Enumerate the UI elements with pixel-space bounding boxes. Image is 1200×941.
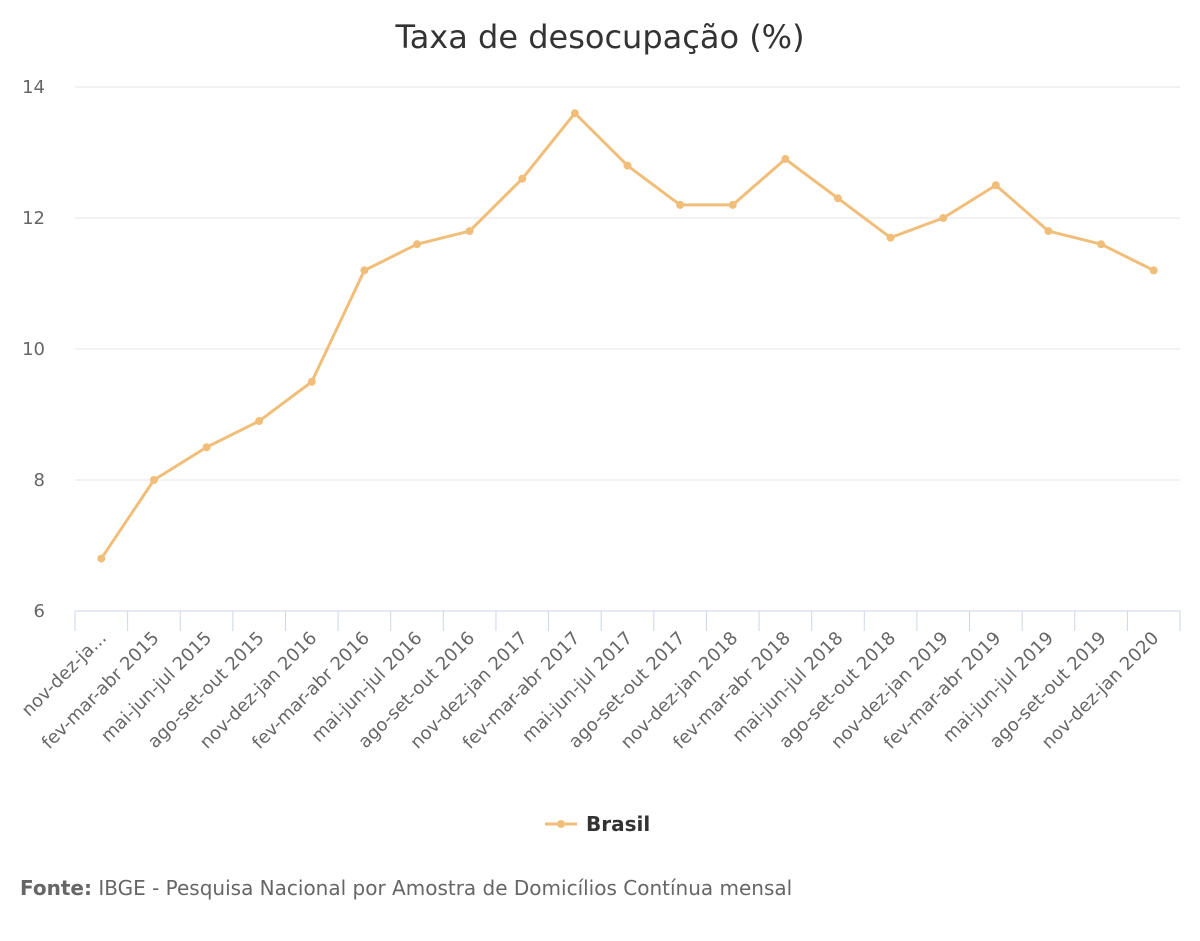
data-point[interactable]: [413, 240, 422, 249]
data-point[interactable]: [1044, 227, 1053, 236]
data-point[interactable]: [676, 200, 685, 209]
series-line: [99, 111, 1156, 561]
data-point[interactable]: [97, 554, 106, 563]
data-point[interactable]: [1097, 240, 1106, 249]
x-axis: nov-dez-ja...fev-mar-abr 2015mai-jun-jul…: [18, 610, 1181, 753]
data-point[interactable]: [518, 174, 527, 183]
source-note: Fonte: IBGE - Pesquisa Nacional por Amos…: [20, 876, 792, 900]
data-point[interactable]: [623, 161, 632, 170]
data-point[interactable]: [939, 214, 948, 222]
data-point[interactable]: [465, 227, 474, 236]
data-point[interactable]: [781, 155, 790, 164]
data-point[interactable]: [1149, 266, 1158, 275]
data-point[interactable]: [149, 476, 158, 484]
data-point[interactable]: [202, 443, 211, 452]
data-point[interactable]: [570, 109, 579, 118]
data-point[interactable]: [360, 266, 369, 275]
data-point[interactable]: [255, 417, 264, 426]
data-point[interactable]: [991, 181, 1000, 190]
source-label: Fonte:: [20, 876, 92, 900]
data-point[interactable]: [728, 200, 737, 209]
legend[interactable]: Brasil: [545, 812, 650, 836]
y-tick-label: 6: [34, 601, 45, 622]
chart-title: Taxa de desocupação (%): [394, 18, 804, 56]
y-tick-label: 12: [22, 208, 45, 229]
source-text: IBGE - Pesquisa Nacional por Amostra de …: [98, 876, 793, 900]
data-point[interactable]: [307, 377, 316, 386]
y-tick-label: 8: [34, 470, 45, 491]
y-axis-ticks: 6 8 10 12 14: [22, 77, 45, 622]
legend-label[interactable]: Brasil: [586, 812, 650, 836]
gridlines: [75, 86, 1180, 481]
data-point[interactable]: [886, 233, 895, 242]
legend-swatch-marker: [557, 820, 565, 828]
series-layer: [97, 109, 1158, 563]
data-point[interactable]: [833, 194, 842, 203]
y-tick-label: 14: [22, 77, 45, 98]
y-tick-label: 10: [22, 339, 45, 360]
